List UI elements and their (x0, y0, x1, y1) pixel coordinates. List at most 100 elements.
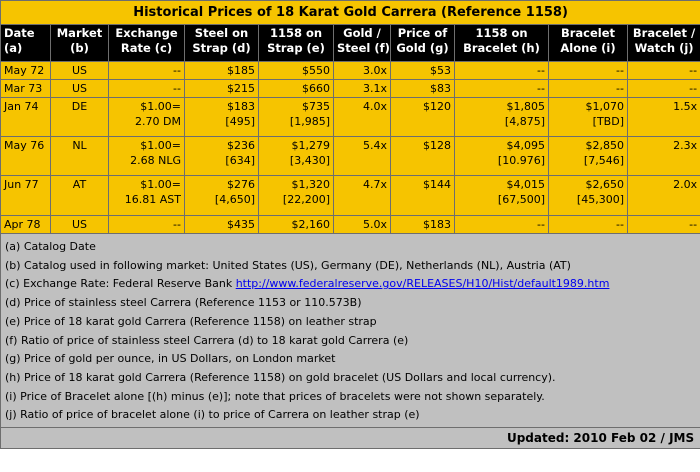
footnote-f: (f) Ratio of price of stainless steel Ca… (5, 333, 409, 347)
cell-rate: -- (108, 215, 185, 234)
cell-line: [4,650] (214, 193, 255, 206)
cell-line: $1,070 (585, 100, 625, 113)
cell-bracelet-watch: $4,015 [67,500] (454, 175, 549, 216)
column-header-line: Strap (e) (267, 41, 325, 55)
federal-reserve-link[interactable]: http://www.federalreserve.gov/RELEASES/H… (235, 277, 610, 291)
prices-table: Historical Prices of 18 Karat Gold Carre… (0, 0, 700, 450)
footnote-i: (i) Price of Bracelet alone [(h) minus (… (5, 389, 545, 403)
footnote-j: (j) Ratio of price of bracelet alone (i)… (5, 408, 420, 422)
column-header-line: Steel on (194, 26, 249, 40)
column-header-line: Bracelet (560, 26, 616, 40)
cell-line: [10.976] (497, 154, 545, 167)
cell-strap: $550 (258, 61, 334, 80)
cell-line: $550 (302, 64, 330, 77)
cell-market: DE (50, 97, 109, 137)
column-header-line: Price of (397, 26, 448, 40)
footnote-c: (c) Exchange Rate: Federal Reserve Bank … (5, 275, 696, 294)
cell-line: -- (537, 218, 545, 231)
cell-strap: $2,160 (258, 215, 334, 234)
footnote-b: (b) Catalog used in following market: Un… (5, 258, 571, 272)
cell-line: $735 (302, 100, 330, 113)
cell-steel: $236 [634] (184, 136, 259, 176)
cell-bracelet-alone: $1,070 [TBD] (548, 97, 628, 137)
column-header-market: Market (b) (50, 24, 109, 62)
cell-line: $2,850 (585, 139, 625, 152)
table-title: Historical Prices of 18 Karat Gold Carre… (0, 0, 700, 25)
cell-line: $435 (227, 218, 255, 231)
column-header-line: Watch (j) (634, 41, 694, 55)
cell-line: $4,015 (506, 178, 546, 191)
cell-line: $2,650 (585, 178, 625, 191)
cell-line: [495] (225, 115, 255, 128)
cell-ratio: 5.4x (333, 136, 391, 176)
cell-gold: $183 (390, 215, 455, 234)
cell-line: 5.0x (362, 218, 387, 231)
column-header-date: Date (a) (0, 24, 51, 62)
cell-line: 16.81 AST (124, 193, 181, 206)
cell-line: [634] (225, 154, 255, 167)
cell-line: 4.7x (362, 178, 387, 191)
cell-line: $276 (227, 178, 255, 191)
cell-bracelet-watch: -- (454, 61, 549, 80)
cell-market: US (50, 61, 109, 80)
column-header-exchange-rate: Exchange Rate (c) (108, 24, 185, 62)
cell-line: $1.00= (140, 178, 181, 191)
cell-ratio: 5.0x (333, 215, 391, 234)
cell-line: $215 (227, 82, 255, 95)
cell-line: -- (616, 218, 624, 231)
cell-line: -- (689, 64, 698, 77)
cell-line: [7,546] (583, 154, 624, 167)
cell-bw-ratio: -- (626, 79, 700, 98)
cell-line: 5.4x (362, 139, 387, 152)
table-row: May 76 NL $1.00= 2.68 NLG $236 [634] $1,279 [3,… (0, 136, 700, 176)
footnote-a: (a) Catalog Date (5, 240, 96, 253)
column-header-line: Alone (i) (560, 41, 616, 55)
cell-bracelet-watch: -- (454, 215, 549, 234)
cell-ratio: 4.7x (333, 175, 391, 216)
cell-line: -- (537, 64, 545, 77)
cell-line: $660 (302, 82, 330, 95)
cell-strap: $660 (258, 79, 334, 98)
column-header-line: Date (4, 26, 35, 40)
column-header-gold-steel-ratio: Gold / Steel (f) (333, 24, 391, 62)
cell-market: AT (50, 175, 109, 216)
cell-line: $1,279 (291, 139, 331, 152)
cell-bracelet-alone: -- (548, 61, 628, 80)
cell-line: $236 (227, 139, 255, 152)
table-row: Jan 74 DE $1.00= 2.70 DM $183 [495] $735 [1,985… (0, 97, 700, 137)
table-row: Jun 77 AT $1.00= 16.81 AST $276 [4,650] $1,320… (0, 175, 700, 216)
column-header-gold-on-strap: 1158 on Strap (e) (258, 24, 334, 62)
cell-line: $183 (227, 100, 255, 113)
footnote-c-text: (c) Exchange Rate: Federal Reserve Bank (5, 277, 236, 291)
column-header-line: (a) (4, 41, 23, 55)
cell-steel: $215 (184, 79, 259, 98)
cell-rate: -- (108, 79, 185, 98)
cell-ratio: 3.1x (333, 79, 391, 98)
column-header-gold-price: Price of Gold (g) (390, 24, 455, 62)
cell-line: -- (689, 218, 698, 231)
footnote-h: (h) Price of 18 karat gold Carrera (Refe… (5, 370, 556, 384)
cell-line: $83 (430, 82, 451, 95)
cell-line: 2.68 NLG (130, 154, 181, 167)
cell-line: $1,320 (291, 178, 331, 191)
cell-steel: $435 (184, 215, 259, 234)
column-header-line: Bracelet / (632, 26, 696, 40)
table-row: Apr 78 US -- $435 $2,160 5.0x $183 -- -- -- (0, 215, 700, 234)
cell-line: 3.1x (362, 82, 387, 95)
footnote-d: (d) Price of stainless steel Carrera (Re… (5, 296, 362, 310)
column-header-line: Exchange (115, 26, 178, 40)
cell-line: $128 (423, 139, 451, 152)
cell-market: NL (50, 136, 109, 176)
cell-date: Jun 77 (0, 175, 51, 216)
cell-bracelet-watch: $4,095 [10.976] (454, 136, 549, 176)
cell-rate: $1.00= 2.70 DM (108, 97, 185, 137)
cell-line: 4.0x (362, 100, 387, 113)
cell-line: [TBD] (592, 115, 624, 128)
footnote-e: (e) Price of 18 karat gold Carrera (Refe… (5, 314, 377, 328)
cell-line: [3,430] (289, 154, 330, 167)
cell-bw-ratio: 2.3x (626, 136, 700, 176)
cell-strap: $735 [1,985] (258, 97, 334, 137)
column-header-line: Strap (d) (192, 41, 251, 55)
cell-line: [22,200] (282, 193, 330, 206)
column-header-bracelet-alone: Bracelet Alone (i) (548, 24, 628, 62)
